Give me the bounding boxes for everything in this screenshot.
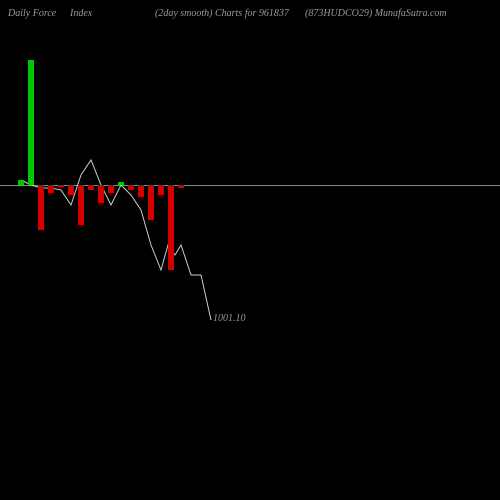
force-bar bbox=[138, 185, 144, 197]
force-bar bbox=[48, 185, 54, 193]
force-bar bbox=[108, 185, 114, 193]
force-bar bbox=[168, 185, 174, 270]
header-chart-desc: (2day smooth) Charts for 961837 bbox=[155, 8, 289, 19]
force-bar bbox=[148, 185, 154, 220]
force-bar bbox=[28, 60, 34, 185]
force-bar bbox=[118, 182, 124, 185]
zero-axis bbox=[0, 185, 500, 186]
force-bar bbox=[178, 185, 184, 188]
force-bar bbox=[128, 185, 134, 190]
force-bar bbox=[58, 185, 64, 187]
chart-area: 1001.10 bbox=[0, 30, 500, 470]
force-bar bbox=[18, 180, 24, 185]
force-bar bbox=[68, 185, 74, 195]
force-bar bbox=[98, 185, 104, 203]
header-indicator-name: Daily Force bbox=[8, 8, 56, 19]
smooth-line bbox=[0, 30, 500, 470]
header-source: (873HUDCO29) MunafaSutra.com bbox=[305, 8, 447, 19]
last-value-label: 1001.10 bbox=[213, 313, 246, 324]
force-bar bbox=[88, 185, 94, 190]
force-bar bbox=[158, 185, 164, 195]
force-bar bbox=[38, 185, 44, 230]
force-bar bbox=[78, 185, 84, 225]
header-indicator-type: Index bbox=[70, 8, 92, 19]
